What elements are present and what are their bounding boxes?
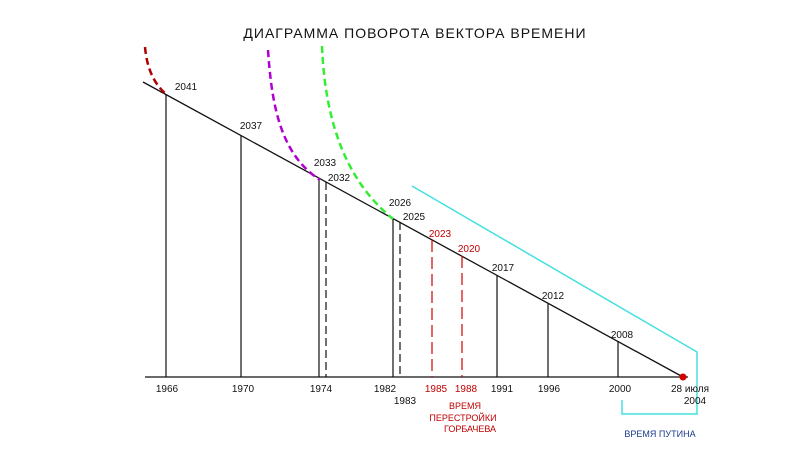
end-point (679, 373, 687, 381)
bottom-label: 1996 (538, 384, 561, 395)
putin-note: ВРЕМЯ ПУТИНА (624, 429, 695, 439)
verticals (165, 95, 619, 377)
bottom-label: 1985 (425, 384, 448, 395)
curve-red (143, 46, 168, 96)
curve-green (320, 45, 394, 220)
perestroika-note: ГОРБАЧЕВА (444, 424, 496, 434)
time-vector (142, 81, 684, 378)
bottom-label: 1982 (374, 384, 397, 395)
title: ДИАГРАММА ПОВОРОТА ВЕКТОРА ВРЕМЕНИ (243, 25, 586, 41)
perestroika-note: ВРЕМЯ (449, 401, 481, 411)
top-label: 2017 (492, 263, 515, 274)
end-label: 28 июля (671, 384, 709, 395)
top-label: 2008 (611, 330, 634, 341)
end-label: 2004 (684, 396, 707, 407)
perestroika-lines (431, 240, 463, 377)
top-label: 2012 (542, 291, 565, 302)
putin-bracket (411, 185, 698, 415)
bottom-label: 1970 (232, 384, 255, 395)
bottom-label: 1988 (455, 384, 478, 395)
top-label: 2037 (240, 121, 263, 132)
bottom-label: 1983 (394, 396, 417, 407)
top-label: 2020 (458, 244, 481, 255)
top-label: 2026 (389, 198, 412, 209)
bottom-label: 2000 (609, 384, 632, 395)
curve-magenta (266, 49, 321, 182)
top-label: 2033 (314, 158, 337, 169)
bottom-label: 1974 (310, 384, 333, 395)
bottom-label: 1991 (491, 384, 514, 395)
bottom-label: 1966 (156, 384, 179, 395)
top-label: 2032 (328, 173, 351, 184)
top-label: 2041 (175, 82, 198, 93)
top-label: 2023 (429, 229, 452, 240)
perestroika-note: ПЕРЕСТРОЙКИ (429, 412, 496, 423)
top-label: 2025 (403, 212, 426, 223)
